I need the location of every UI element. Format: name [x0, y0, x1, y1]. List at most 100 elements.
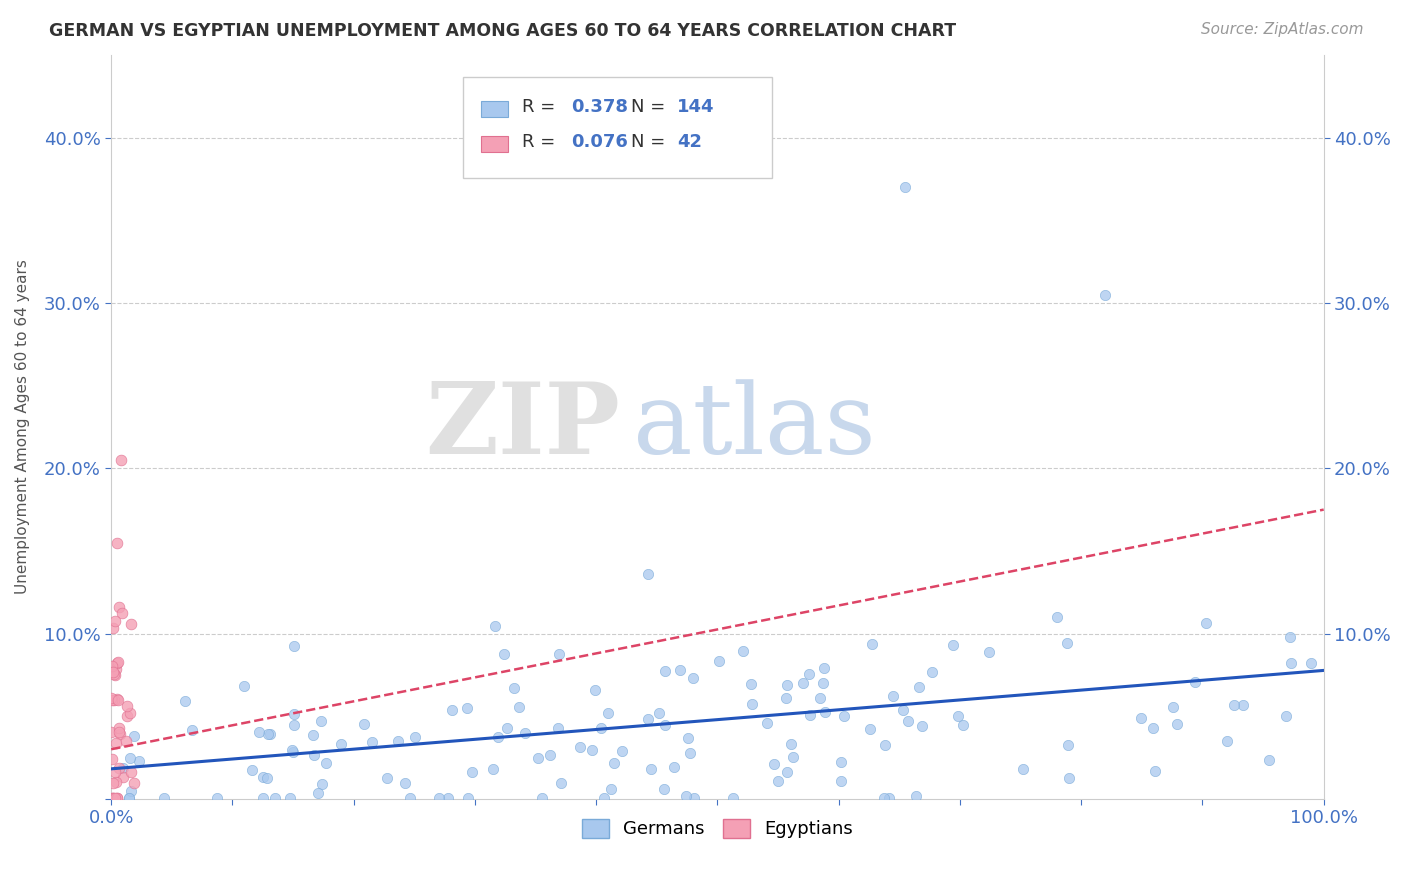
Point	[120, 765, 142, 780]
Point	[581, 742, 603, 756]
Point	[101, 791, 124, 805]
Legend: Germans, Egyptians: Germans, Egyptians	[575, 812, 860, 846]
Point	[256, 727, 278, 741]
Y-axis label: Unemployment Among Ages 60 to 64 years: Unemployment Among Ages 60 to 64 years	[15, 260, 30, 594]
Point	[1279, 656, 1302, 670]
Point	[921, 665, 943, 679]
Text: N =: N =	[631, 98, 671, 116]
Point	[1184, 675, 1206, 690]
Point	[103, 764, 125, 779]
Point	[103, 693, 125, 707]
Point	[859, 723, 882, 737]
Point	[569, 739, 592, 754]
Point	[1129, 711, 1152, 725]
Point	[240, 763, 263, 777]
Point	[375, 771, 398, 785]
Point	[1161, 700, 1184, 714]
Point	[405, 730, 427, 744]
Point	[513, 726, 536, 740]
Point	[330, 737, 353, 751]
Point	[775, 691, 797, 706]
Point	[105, 791, 128, 805]
Point	[207, 791, 229, 805]
Point	[259, 726, 281, 740]
Point	[120, 706, 142, 720]
Point	[1195, 615, 1218, 630]
Point	[721, 791, 744, 805]
Point	[281, 745, 304, 759]
Point	[120, 784, 142, 798]
Point	[527, 751, 550, 765]
Point	[103, 615, 125, 629]
Text: atlas: atlas	[633, 379, 876, 475]
Point	[153, 791, 176, 805]
Point	[436, 791, 458, 805]
Point	[779, 738, 801, 752]
Point	[740, 677, 762, 691]
Point	[173, 693, 195, 707]
Point	[252, 771, 274, 785]
Point	[111, 770, 134, 784]
Point	[776, 764, 799, 779]
Point	[830, 755, 852, 769]
Point	[353, 717, 375, 731]
Point	[128, 754, 150, 768]
Point	[640, 762, 662, 776]
Point	[496, 721, 519, 735]
Point	[111, 607, 134, 621]
Point	[792, 675, 814, 690]
Point	[891, 703, 914, 717]
Text: 144: 144	[678, 98, 714, 116]
Point	[797, 666, 820, 681]
Point	[387, 734, 409, 748]
Point	[484, 619, 506, 633]
Point	[394, 776, 416, 790]
Point	[910, 719, 932, 733]
Point	[707, 654, 730, 668]
Point	[104, 662, 127, 676]
Point	[456, 701, 478, 715]
Point	[103, 666, 125, 681]
Point	[830, 774, 852, 789]
Point	[482, 762, 505, 776]
Point	[832, 709, 855, 723]
Point	[1094, 287, 1116, 301]
Point	[1258, 753, 1281, 767]
Point	[101, 621, 124, 635]
Text: 0.378: 0.378	[571, 98, 627, 116]
Point	[879, 791, 901, 805]
Point	[100, 659, 122, 673]
Point	[283, 639, 305, 653]
Point	[105, 791, 128, 805]
Point	[550, 776, 572, 790]
Point	[1301, 656, 1323, 670]
Point	[531, 791, 554, 805]
Point	[1059, 771, 1081, 785]
Point	[121, 616, 143, 631]
Point	[873, 791, 896, 805]
Point	[315, 756, 337, 771]
Text: GERMAN VS EGYPTIAN UNEMPLOYMENT AMONG AGES 60 TO 64 YEARS CORRELATION CHART: GERMAN VS EGYPTIAN UNEMPLOYMENT AMONG AG…	[49, 22, 956, 40]
Point	[733, 644, 755, 658]
Point	[494, 647, 516, 661]
Point	[232, 679, 254, 693]
Point	[547, 721, 569, 735]
Point	[1232, 698, 1254, 712]
Point	[591, 721, 613, 735]
Point	[107, 721, 129, 735]
Point	[115, 698, 138, 713]
Point	[1216, 733, 1239, 747]
Point	[814, 705, 837, 719]
Point	[675, 789, 697, 803]
Point	[108, 761, 131, 775]
Point	[302, 728, 325, 742]
Point	[110, 453, 132, 467]
Point	[247, 724, 270, 739]
Text: Source: ZipAtlas.com: Source: ZipAtlas.com	[1201, 22, 1364, 37]
Point	[101, 665, 124, 680]
Point	[118, 791, 141, 805]
Point	[596, 706, 619, 720]
FancyBboxPatch shape	[463, 78, 772, 178]
Point	[304, 747, 326, 762]
Point	[122, 775, 145, 789]
